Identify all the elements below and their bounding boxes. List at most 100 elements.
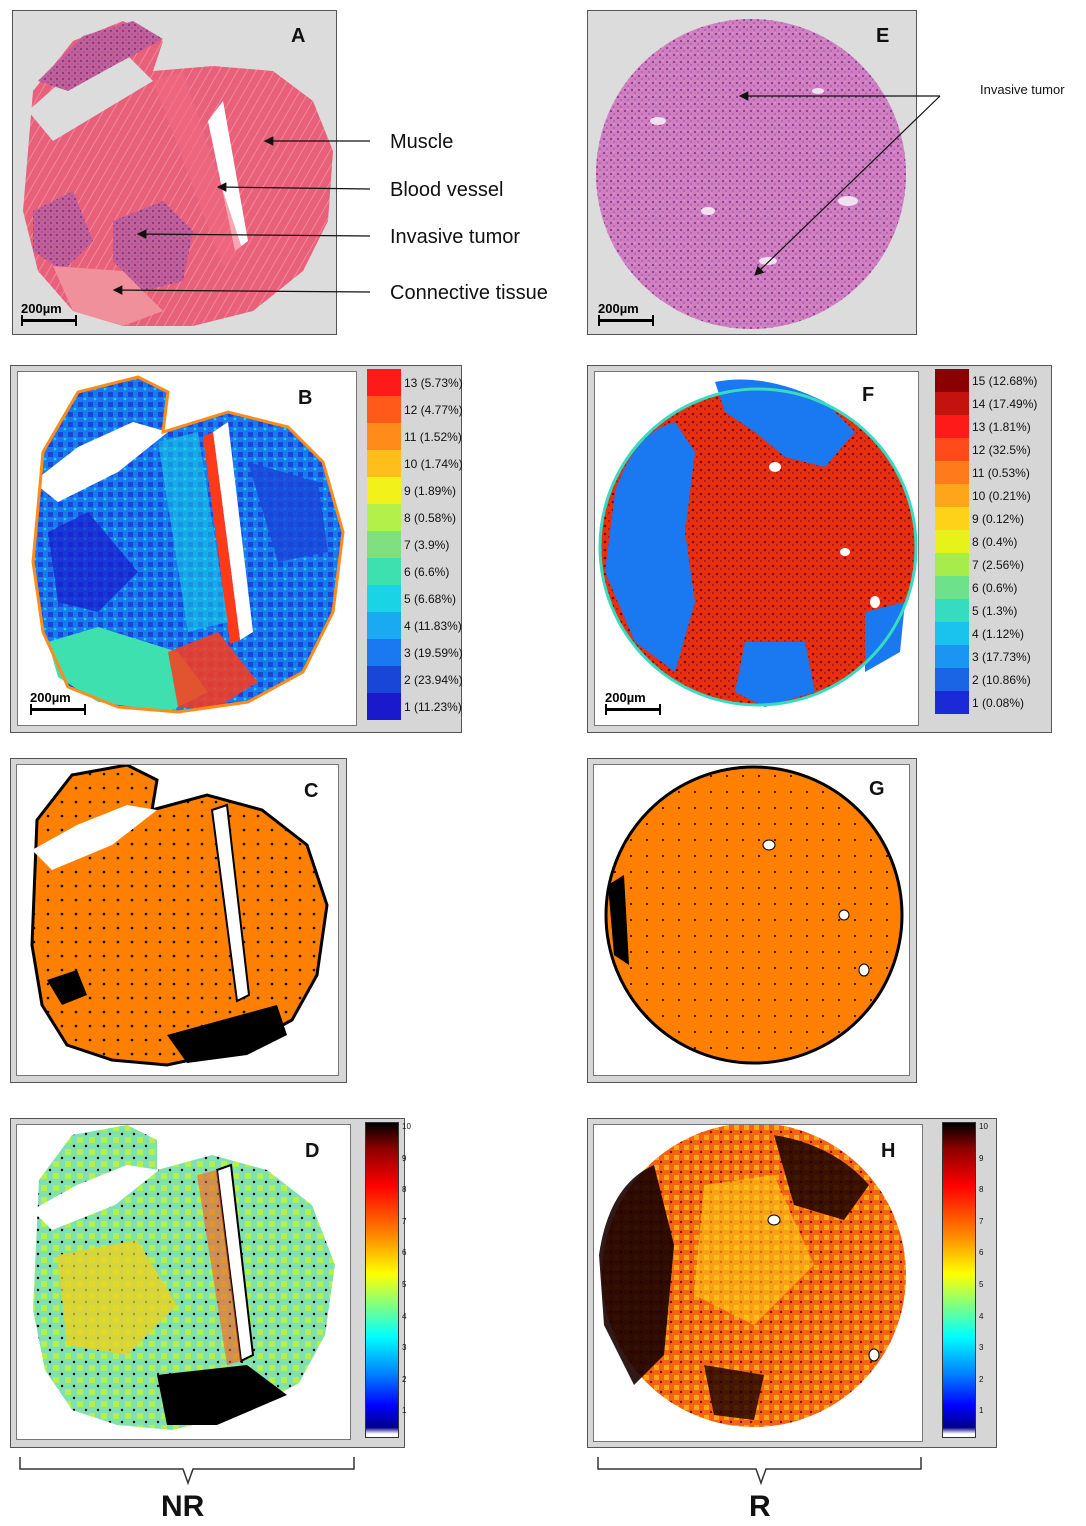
panel-f-legend-swatch: [935, 691, 969, 714]
annotation-arrows-e: [738, 91, 941, 276]
panel-b-legend-entry: 2 (23.94%): [367, 666, 477, 693]
panel-d-colorbar-tick: 3: [402, 1343, 407, 1353]
panel-f-legend-label: 3 (17.73%): [972, 649, 1031, 664]
panel-f-legend-label: 9 (0.12%): [972, 511, 1025, 526]
panel-g-tumor-mask: [604, 765, 904, 1065]
panel-f-legend-entry: 14 (17.49%): [935, 392, 1045, 415]
panel-f-scale-bar: 200µm: [605, 690, 663, 715]
panel-f-letter: F: [862, 384, 875, 406]
annotation-muscle: Muscle: [390, 131, 454, 153]
panel-h-colorbar: 10 9 8 7 6 5 4 3 2 1: [942, 1122, 992, 1444]
panel-d-colorbar: 10 9 8 7 6 5 4 3 2 1: [365, 1122, 411, 1444]
panel-a-histology-image: [23, 21, 333, 326]
panel-b-legend-entry: 5 (6.68%): [367, 585, 477, 612]
panel-b-legend-entry: 10 (1.74%): [367, 450, 477, 477]
panel-d-colorbar-tick: 9: [402, 1153, 407, 1163]
panel-f-legend-label: 14 (17.49%): [972, 396, 1038, 411]
panel-g: G: [587, 758, 917, 1083]
panel-f-legend-swatch: [935, 392, 969, 415]
panel-d-colorbar-gradient: [365, 1122, 399, 1438]
panel-f-legend-entry: 15 (12.68%): [935, 369, 1045, 392]
panel-d-colorbar-tick: 1: [402, 1406, 407, 1416]
panel-h-colorbar-gradient: [942, 1122, 976, 1438]
bracket-nr: [19, 1457, 355, 1486]
panel-f-legend-entry: 5 (1.3%): [935, 599, 1045, 622]
panel-b-legend: 13 (5.73%) 12 (4.77%) 11 (1.52%) 10 (1.74%)…: [367, 369, 463, 729]
panel-b-legend-swatch: [367, 612, 401, 639]
panel-f-legend-entry: 10 (0.21%): [935, 484, 1045, 507]
panel-g-letter: G: [869, 778, 885, 800]
panel-b-legend-label: 2 (23.94%): [404, 672, 463, 687]
panel-c-letter: C: [304, 780, 319, 802]
panel-h-colorbar-tick: 2: [979, 1374, 984, 1384]
panel-f-legend-label: 11 (0.53%): [972, 465, 1030, 480]
panel-f-legend-swatch: [935, 599, 969, 622]
panel-f-legend-swatch: [935, 484, 969, 507]
panel-f-legend-label: 7 (2.56%): [972, 557, 1025, 572]
panel-f-legend-entry: 6 (0.6%): [935, 576, 1045, 599]
annotation-invasive-tumor: Invasive tumor: [390, 226, 521, 248]
panel-h-colorbar-tick: 4: [979, 1311, 984, 1321]
group-label-nr: NR: [161, 1490, 205, 1523]
panel-b-legend-swatch: [367, 396, 401, 423]
panel-b-legend-label: 13 (5.73%): [404, 375, 463, 390]
panel-b-legend-swatch: [367, 369, 401, 396]
annotation-blood-vessel: Blood vessel: [390, 179, 504, 201]
panel-b-legend-swatch: [367, 423, 401, 450]
panel-d-colorbar-tick: 4: [402, 1311, 407, 1321]
panel-b-legend-swatch: [367, 477, 401, 504]
panel-f-legend-label: 2 (10.86%): [972, 672, 1031, 687]
panel-f-legend-label: 13 (1.81%): [972, 419, 1031, 434]
panel-c: C: [10, 758, 347, 1083]
panel-a-scale-bar: 200µm: [21, 301, 79, 326]
panel-f-legend-swatch: [935, 415, 969, 438]
panel-b-legend-label: 6 (6.6%): [404, 564, 450, 579]
panel-f-legend-swatch: [935, 668, 969, 691]
panel-b-legend-swatch: [367, 693, 401, 720]
panel-a-scale-label: 200µm: [21, 301, 62, 316]
panel-h-colorbar-tick: 9: [979, 1153, 984, 1163]
panel-b-legend-entry: 11 (1.52%): [367, 423, 477, 450]
panel-b-legend-entry: 12 (4.77%): [367, 396, 477, 423]
panel-f-legend-entry: 1 (0.08%): [935, 691, 1045, 714]
panel-b-legend-label: 4 (11.83%): [404, 618, 462, 633]
panel-f-plot-area: F 200µm: [594, 371, 919, 726]
panel-f-scale-label: 200µm: [605, 690, 646, 705]
panel-b-legend-label: 7 (3.9%): [404, 537, 450, 552]
panel-f-legend-entry: 9 (0.12%): [935, 507, 1045, 530]
panel-b-legend-swatch: [367, 504, 401, 531]
panel-f-legend-swatch: [935, 438, 969, 461]
panel-b-legend-swatch: [367, 585, 401, 612]
panel-b-legend-label: 1 (11.23%): [404, 699, 462, 714]
panel-f-legend-label: 12 (32.5%): [972, 442, 1031, 457]
panel-f-legend-entry: 3 (17.73%): [935, 645, 1045, 668]
panel-f-legend-label: 1 (0.08%): [972, 695, 1025, 710]
bracket-r: [597, 1457, 922, 1486]
panel-d-colorbar-tick: 2: [402, 1374, 407, 1384]
panel-g-plot-area: G: [593, 764, 910, 1076]
panel-h-plot-area: H: [593, 1124, 923, 1442]
panel-f-legend-entry: 8 (0.4%): [935, 530, 1045, 553]
panel-b: B 200µm 13 (5.73%) 12 (4.77%) 11 (1.52%) 10…: [10, 365, 463, 733]
panel-f-cluster-map: [598, 379, 918, 707]
annotation-arrows-a: [112, 136, 371, 295]
panel-b-legend-swatch: [367, 531, 401, 558]
panel-h-heatmap: [599, 1125, 906, 1427]
panel-h-colorbar-tick: 10: [979, 1122, 988, 1131]
panel-b-legend-label: 10 (1.74%): [404, 456, 463, 471]
panel-f-legend-entry: 2 (10.86%): [935, 668, 1045, 691]
panel-f-legend-swatch: [935, 507, 969, 530]
panel-f-legend-swatch: [935, 622, 969, 645]
panel-b-scale-bar: 200µm: [30, 690, 88, 715]
panel-b-legend-label: 3 (19.59%): [404, 645, 463, 660]
panel-f-legend-label: 4 (1.12%): [972, 626, 1025, 641]
panel-b-legend-entry: 13 (5.73%): [367, 369, 477, 396]
panel-f-legend-swatch: [935, 530, 969, 553]
panel-b-legend-label: 8 (0.58%): [404, 510, 457, 525]
panel-f-legend-swatch: [935, 553, 969, 576]
panel-b-legend-label: 11 (1.52%): [404, 429, 462, 444]
panel-a: A 200µm: [12, 10, 337, 335]
panel-d-plot-area: D: [16, 1124, 351, 1440]
panel-h: H 10 9 8 7 6 5 4 3 2 1: [587, 1118, 997, 1448]
panel-d-colorbar-tick: 7: [402, 1216, 407, 1226]
